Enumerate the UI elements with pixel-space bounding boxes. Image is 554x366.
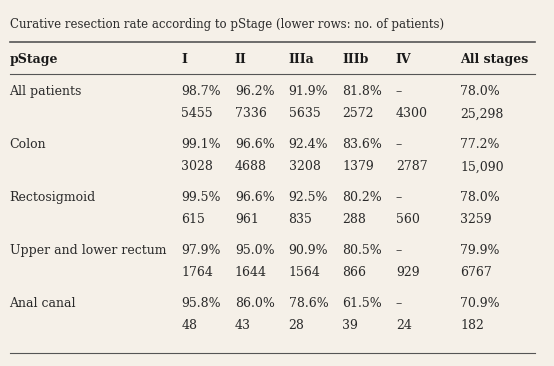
Text: 3208: 3208 [289,160,320,173]
Text: 288: 288 [342,213,366,226]
Text: Colon: Colon [9,138,46,151]
Text: 78.0%: 78.0% [460,85,500,98]
Text: 4688: 4688 [235,160,267,173]
Text: 5635: 5635 [289,108,320,120]
Text: 90.9%: 90.9% [289,244,328,257]
Text: 86.0%: 86.0% [235,297,275,310]
Text: 91.9%: 91.9% [289,85,328,98]
Text: 98.7%: 98.7% [181,85,221,98]
Text: 95.0%: 95.0% [235,244,275,257]
Text: Curative resection rate according to pStage (lower rows: no. of patients): Curative resection rate according to pSt… [9,18,444,31]
Text: I: I [181,53,187,66]
Text: 80.2%: 80.2% [342,191,382,204]
Text: 835: 835 [289,213,312,226]
Text: 4300: 4300 [396,108,428,120]
Text: pStage: pStage [9,53,58,66]
Text: –: – [396,297,402,310]
Text: 929: 929 [396,266,419,279]
Text: 39: 39 [342,319,358,332]
Text: 83.6%: 83.6% [342,138,382,151]
Text: 1379: 1379 [342,160,374,173]
Text: 24: 24 [396,319,412,332]
Text: 1644: 1644 [235,266,267,279]
Text: IIIa: IIIa [289,53,314,66]
Text: 560: 560 [396,213,420,226]
Text: 615: 615 [181,213,205,226]
Text: 92.5%: 92.5% [289,191,328,204]
Text: 3259: 3259 [460,213,492,226]
Text: 7336: 7336 [235,108,267,120]
Text: –: – [396,85,402,98]
Text: 43: 43 [235,319,251,332]
Text: 99.5%: 99.5% [181,191,220,204]
Text: 95.8%: 95.8% [181,297,221,310]
Text: All stages: All stages [460,53,529,66]
Text: Rectosigmoid: Rectosigmoid [9,191,96,204]
Text: 78.0%: 78.0% [460,191,500,204]
Text: 99.1%: 99.1% [181,138,221,151]
Text: 48: 48 [181,319,197,332]
Text: 1764: 1764 [181,266,213,279]
Text: 1564: 1564 [289,266,320,279]
Text: 77.2%: 77.2% [460,138,500,151]
Text: 866: 866 [342,266,366,279]
Text: 80.5%: 80.5% [342,244,382,257]
Text: 97.9%: 97.9% [181,244,220,257]
Text: 182: 182 [460,319,484,332]
Text: 81.8%: 81.8% [342,85,382,98]
Text: 961: 961 [235,213,259,226]
Text: All patients: All patients [9,85,82,98]
Text: 61.5%: 61.5% [342,297,382,310]
Text: 79.9%: 79.9% [460,244,500,257]
Text: –: – [396,191,402,204]
Text: 6767: 6767 [460,266,492,279]
Text: 5455: 5455 [181,108,213,120]
Text: II: II [235,53,247,66]
Text: 92.4%: 92.4% [289,138,328,151]
Text: 96.6%: 96.6% [235,191,275,204]
Text: 78.6%: 78.6% [289,297,329,310]
Text: 96.6%: 96.6% [235,138,275,151]
Text: 15,090: 15,090 [460,160,504,173]
Text: 2572: 2572 [342,108,374,120]
Text: Anal canal: Anal canal [9,297,76,310]
Text: 2787: 2787 [396,160,428,173]
Text: 3028: 3028 [181,160,213,173]
Text: 28: 28 [289,319,305,332]
Text: IV: IV [396,53,412,66]
Text: –: – [396,244,402,257]
Text: –: – [396,138,402,151]
Text: 70.9%: 70.9% [460,297,500,310]
Text: 96.2%: 96.2% [235,85,275,98]
Text: Upper and lower rectum: Upper and lower rectum [9,244,166,257]
Text: IIIb: IIIb [342,53,368,66]
Text: 25,298: 25,298 [460,108,504,120]
